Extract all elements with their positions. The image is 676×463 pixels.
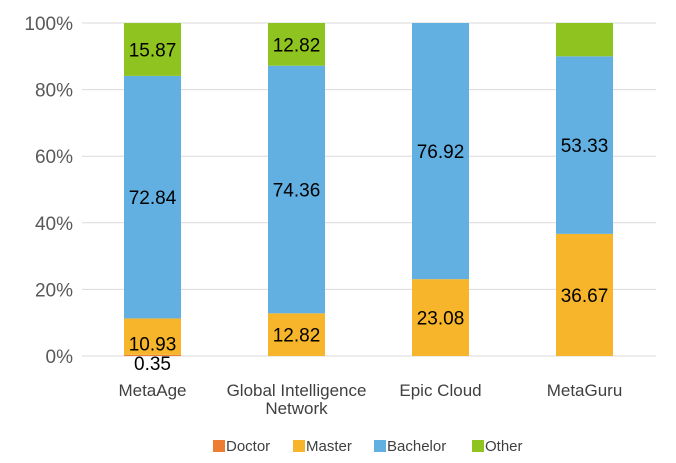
- y-tick-label: 80%: [35, 81, 73, 102]
- data-label: 10.93: [129, 335, 177, 356]
- data-label: 36.67: [561, 286, 609, 307]
- legend-swatch-other: [472, 440, 484, 452]
- legend-label-doctor: Doctor: [226, 438, 270, 455]
- legend-label-master: Master: [306, 438, 352, 455]
- bar-segment-bachelor: [124, 75, 181, 319]
- y-tick-label: 0%: [46, 347, 74, 368]
- y-tick-label: 100%: [24, 14, 73, 35]
- x-category-label: Epic Cloud: [399, 381, 481, 400]
- data-label: 74.36: [273, 181, 321, 202]
- x-category-label: MetaAge: [118, 381, 186, 400]
- data-label: 53.33: [561, 136, 609, 157]
- bar-segment-other: [268, 23, 325, 66]
- bar-segment-other: [124, 23, 181, 76]
- legend-swatch-doctor: [213, 440, 225, 452]
- y-axis-tick-labels: 0% 20% 40% 60% 80% 100%: [24, 14, 73, 368]
- bar-segment-bachelor: [412, 23, 469, 280]
- data-label: 23.08: [417, 309, 465, 330]
- data-label: 12.82: [273, 35, 321, 56]
- legend: Doctor Master Bachelor Other: [213, 438, 523, 455]
- y-tick-label: 40%: [35, 214, 73, 235]
- legend-label-other: Other: [485, 438, 523, 455]
- bar-segment-master: [556, 233, 613, 356]
- bar-segment-master: [124, 318, 181, 355]
- y-tick-label: 60%: [35, 147, 73, 168]
- bar-segment-doctor: [124, 354, 181, 356]
- data-label: 72.84: [129, 188, 177, 209]
- legend-swatch-master: [293, 440, 305, 452]
- data-label: 76.92: [417, 142, 465, 163]
- bar-segment-master: [268, 313, 325, 356]
- x-category-label: Global Intelligence: [227, 381, 367, 400]
- bar-segment-bachelor: [556, 56, 613, 234]
- x-category-label: Network: [265, 399, 328, 418]
- y-tick-label: 20%: [35, 280, 73, 301]
- bar-segments: [124, 23, 613, 356]
- bar-segment-other: [556, 23, 613, 57]
- legend-swatch-bachelor: [374, 440, 386, 452]
- legend-label-bachelor: Bachelor: [387, 438, 446, 455]
- data-label: 12.82: [273, 326, 321, 347]
- x-category-label: MetaGuru: [547, 381, 623, 400]
- data-label: 0.35: [134, 354, 171, 375]
- bar-segment-master: [412, 279, 469, 356]
- bar-segment-bachelor: [268, 65, 325, 314]
- data-label: 15.87: [129, 40, 177, 61]
